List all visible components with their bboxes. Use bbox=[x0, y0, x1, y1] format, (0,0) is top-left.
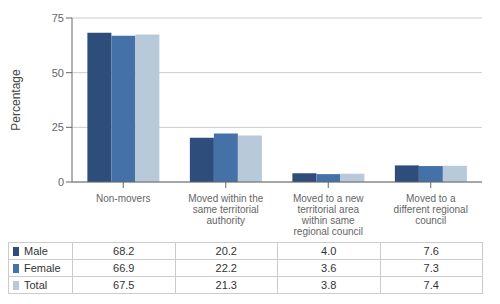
html-text:66.9: 66.9 bbox=[113, 262, 135, 274]
html-text:67.5: 67.5 bbox=[113, 279, 135, 291]
svg-text:Non-movers: Non-movers bbox=[96, 193, 150, 204]
svg-text:50: 50 bbox=[52, 67, 64, 79]
html-text:7.6: 7.6 bbox=[423, 245, 439, 257]
svg-text:0: 0 bbox=[58, 176, 64, 188]
html-text:20.2: 20.2 bbox=[215, 245, 237, 257]
svg-text:Moved within thesame territori: Moved within thesame territorialauthorit… bbox=[188, 193, 263, 226]
html-text:3.6: 3.6 bbox=[321, 262, 337, 274]
html-text:7.4: 7.4 bbox=[423, 279, 439, 291]
svg-text:Percentage: Percentage bbox=[9, 69, 23, 131]
html-text:21.3: 21.3 bbox=[215, 279, 237, 291]
html-text:4.0: 4.0 bbox=[321, 245, 337, 257]
svg-text:75: 75 bbox=[52, 12, 64, 24]
svg-text:25: 25 bbox=[52, 121, 64, 133]
html-text:Total: Total bbox=[24, 279, 48, 292]
html-text:7.3: 7.3 bbox=[423, 262, 439, 274]
html-text:Male: Male bbox=[24, 245, 48, 258]
svg-text:Moved to adifferent regionalco: Moved to adifferent regionalcouncil bbox=[394, 193, 468, 226]
html-text:68.2: 68.2 bbox=[113, 245, 135, 257]
html-text:22.2: 22.2 bbox=[215, 262, 237, 274]
html-text:3.8: 3.8 bbox=[321, 279, 337, 291]
svg-text:Moved to a newterritorial area: Moved to a newterritorial areawithin sam… bbox=[293, 193, 364, 237]
html-text:Female: Female bbox=[24, 262, 61, 275]
